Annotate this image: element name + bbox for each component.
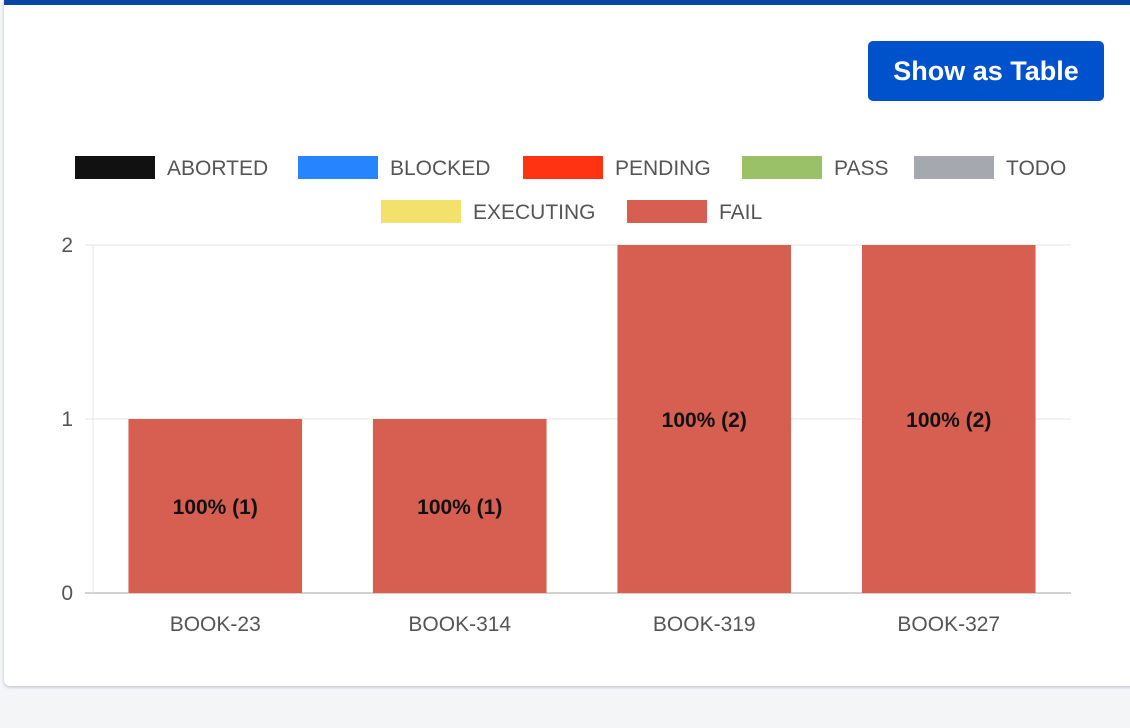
legend-label-aborted[interactable]: ABORTED (167, 157, 268, 180)
bar-fail-book-327[interactable] (861, 245, 1036, 593)
legend-swatch-aborted[interactable] (75, 156, 155, 179)
x-axis: BOOK-23 BOOK-314 BOOK-319 BOOK-327 (170, 613, 1000, 636)
bar-fail-book-23[interactable] (128, 419, 303, 593)
legend-swatch-fail[interactable] (627, 200, 707, 223)
legend-swatch-pass[interactable] (742, 156, 822, 179)
x-tick-label: BOOK-23 (170, 613, 261, 636)
show-as-table-button[interactable]: Show as Table (868, 41, 1104, 101)
x-tick-label: BOOK-327 (897, 613, 1000, 636)
legend-label-todo[interactable]: TODO (1006, 157, 1066, 180)
x-tick-label: BOOK-319 (653, 613, 756, 636)
y-tick-label: 0 (61, 582, 73, 605)
legend-swatch-todo[interactable] (914, 156, 994, 179)
y-axis: 0 1 2 (61, 234, 94, 605)
legend-label-pending[interactable]: PENDING (615, 157, 711, 180)
bar-fail-book-319[interactable] (617, 245, 792, 593)
legend-label-executing[interactable]: EXECUTING (473, 201, 596, 224)
chart-bars: 100% (1) 100% (1) 100% (2) 100% (2) (128, 245, 1036, 593)
legend-swatch-blocked[interactable] (298, 156, 378, 179)
data-label: 100% (2) (662, 409, 747, 432)
y-tick-label: 2 (61, 234, 73, 257)
legend-label-fail[interactable]: FAIL (719, 201, 762, 224)
legend-swatch-executing[interactable] (381, 200, 461, 223)
chart-legend: ABORTED BLOCKED PENDING PASS TODO EXECUTING FA… (75, 156, 1066, 224)
x-tick-label: BOOK-314 (408, 613, 511, 636)
data-label: 100% (1) (417, 496, 502, 519)
legend-label-pass[interactable]: PASS (834, 157, 888, 180)
data-label: 100% (2) (906, 409, 991, 432)
legend-label-blocked[interactable]: BLOCKED (390, 157, 490, 180)
legend-swatch-pending[interactable] (523, 156, 603, 179)
bar-fail-book-314[interactable] (372, 419, 547, 593)
y-tick-label: 1 (61, 408, 73, 431)
data-label: 100% (1) (173, 496, 258, 519)
